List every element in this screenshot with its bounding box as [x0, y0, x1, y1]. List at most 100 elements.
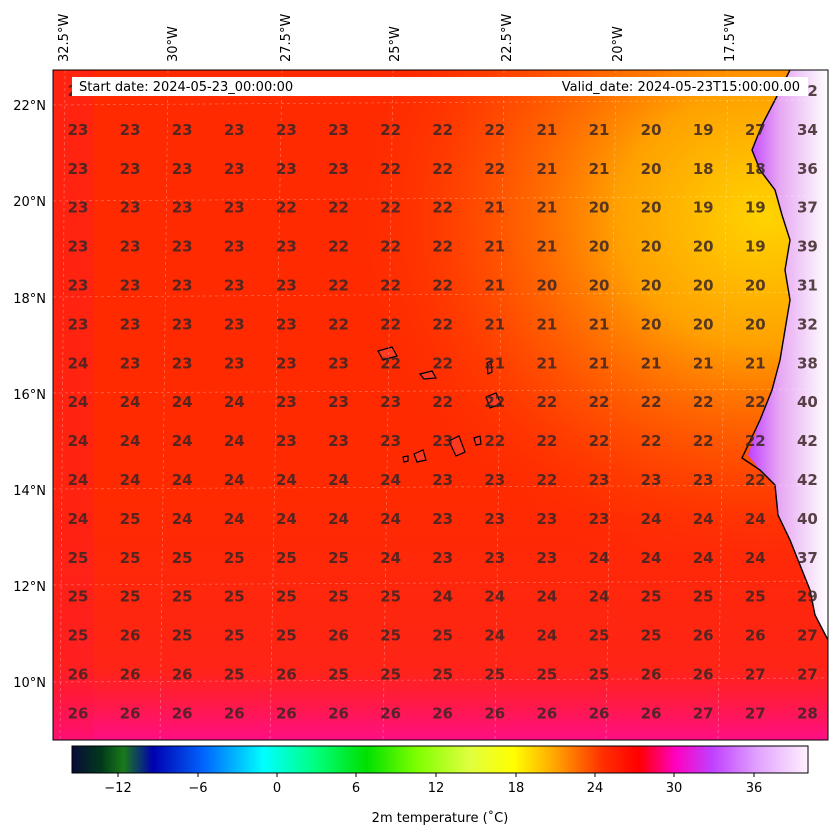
colorbar-tick-label: 36 — [746, 781, 763, 796]
colorbar-tick-label: 0 — [273, 781, 281, 796]
colorbar-tick-label: 12 — [428, 781, 445, 796]
grid-value: 25 — [68, 627, 89, 645]
grid-value: 23 — [224, 238, 245, 256]
grid-value: 23 — [68, 160, 89, 178]
grid-value: 23 — [276, 238, 297, 256]
grid-value: 26 — [745, 627, 766, 645]
grid-value: 22 — [536, 393, 557, 411]
grid-value: 23 — [120, 315, 141, 333]
longitude-label: 27.5°W — [279, 14, 294, 62]
grid-value: 20 — [693, 277, 714, 295]
grid-value: 20 — [641, 277, 662, 295]
grid-value: 20 — [745, 315, 766, 333]
grid-value: 31 — [797, 277, 818, 295]
grid-value: 24 — [120, 393, 141, 411]
grid-value: 24 — [276, 510, 297, 528]
latitude-label: 16°N — [13, 388, 46, 403]
colorbar-tick-label: 18 — [508, 781, 525, 796]
grid-value: 23 — [276, 354, 297, 372]
grid-value: 25 — [432, 627, 453, 645]
grid-value: 39 — [797, 238, 818, 256]
grid-value: 40 — [797, 393, 818, 411]
colorbar-tick-label: −12 — [104, 781, 131, 796]
grid-value: 24 — [172, 393, 193, 411]
grid-value: 26 — [484, 704, 505, 722]
grid-value: 20 — [641, 199, 662, 217]
grid-value: 25 — [641, 627, 662, 645]
grid-value: 26 — [68, 704, 89, 722]
grid-value: 21 — [693, 354, 714, 372]
grid-value: 21 — [536, 354, 557, 372]
longitude-label: 20°W — [611, 26, 626, 62]
grid-value: 23 — [68, 238, 89, 256]
grid-value: 22 — [380, 160, 401, 178]
grid-value: 24 — [745, 510, 766, 528]
grid-value: 24 — [172, 432, 193, 450]
grid-value: 38 — [797, 354, 818, 372]
grid-value: 23 — [276, 315, 297, 333]
grid-value: 42 — [797, 432, 818, 450]
grid-value: 22 — [641, 393, 662, 411]
grid-value: 26 — [172, 666, 193, 684]
grid-value: 26 — [276, 704, 297, 722]
grid-value: 24 — [641, 510, 662, 528]
grid-value: 21 — [536, 315, 557, 333]
grid-value: 22 — [432, 121, 453, 139]
grid-value: 18 — [693, 160, 714, 178]
grid-value: 23 — [484, 549, 505, 567]
header-box — [72, 77, 808, 96]
grid-value: 36 — [797, 160, 818, 178]
grid-value: 24 — [68, 510, 89, 528]
grid-value: 24 — [745, 549, 766, 567]
grid-value: 23 — [484, 471, 505, 489]
grid-value: 23 — [172, 277, 193, 295]
longitude-labels: 32.5°W 30°W 27.5°W 25°W 22.5°W 20°W 17.5°W — [57, 14, 738, 62]
grid-value: 25 — [172, 549, 193, 567]
grid-value: 24 — [68, 354, 89, 372]
grid-value: 26 — [328, 704, 349, 722]
grid-value: 20 — [641, 121, 662, 139]
grid-value: 21 — [641, 354, 662, 372]
grid-value: 23 — [484, 510, 505, 528]
grid-value: 23 — [120, 277, 141, 295]
grid-value: 24 — [693, 510, 714, 528]
grid-value: 25 — [276, 627, 297, 645]
grid-value: 23 — [120, 121, 141, 139]
graticule — [53, 70, 828, 740]
grid-value: 25 — [328, 588, 349, 606]
grid-value: 24 — [693, 549, 714, 567]
grid-value: 21 — [589, 121, 610, 139]
grid-value: 21 — [536, 199, 557, 217]
grid-value: 20 — [589, 199, 610, 217]
grid-value: 22 — [693, 432, 714, 450]
grid-value: 23 — [328, 432, 349, 450]
grid-value: 23 — [120, 160, 141, 178]
grid-value: 22 — [380, 277, 401, 295]
grid-value: 22 — [380, 315, 401, 333]
grid-value: 25 — [172, 588, 193, 606]
grid-value: 27 — [797, 666, 818, 684]
grid-value: 28 — [797, 704, 818, 722]
grid-value: 23 — [224, 199, 245, 217]
grid-value: 25 — [276, 549, 297, 567]
grid-value: 26 — [641, 704, 662, 722]
grid-value: 34 — [797, 121, 818, 139]
grid-value: 42 — [797, 471, 818, 489]
grid-value: 21 — [536, 121, 557, 139]
grid-value: 26 — [120, 666, 141, 684]
latitude-label: 10°N — [13, 676, 46, 691]
colorbar-label: 2m temperature (˚C) — [372, 810, 509, 826]
grid-value: 25 — [172, 627, 193, 645]
grid-value: 21 — [484, 277, 505, 295]
temperature-value-grid: 24 23 23 23 23 23 22 22 22 22 22 21 20 27 32 23 23 23 23 23… — [68, 82, 818, 722]
grid-value: 22 — [484, 160, 505, 178]
grid-value: 25 — [120, 588, 141, 606]
grid-value: 23 — [68, 277, 89, 295]
grid-value: 23 — [693, 471, 714, 489]
africa-land — [748, 70, 828, 640]
colorbar-tick-label: 30 — [666, 781, 683, 796]
grid-value: 24 — [380, 549, 401, 567]
grid-value: 22 — [432, 277, 453, 295]
grid-value: 21 — [589, 354, 610, 372]
grid-value: 25 — [120, 549, 141, 567]
